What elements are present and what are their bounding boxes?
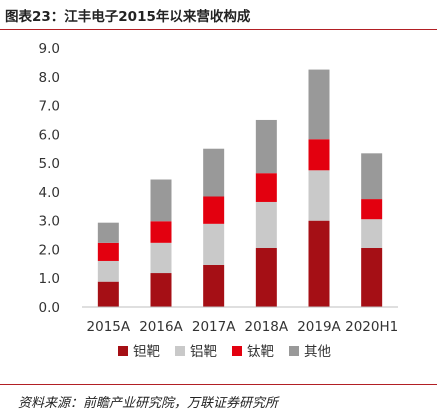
bar-segment	[150, 242, 172, 274]
figure-title-bar: 图表23：江丰电子2015年以来营收构成	[0, 0, 437, 30]
legend-item: 其他	[289, 344, 331, 360]
bar-segment	[308, 220, 330, 307]
legend-swatch	[118, 346, 128, 356]
bar-stack-2019A	[308, 69, 330, 307]
y-tick-label: 3.0	[39, 214, 60, 230]
x-tick-label: 2015A	[87, 319, 131, 335]
legend: 钽靶 铝靶 钛靶 其他	[118, 344, 331, 360]
bar-segment	[203, 196, 225, 224]
bar-segment	[255, 248, 277, 307]
revenue-stacked-bar-chart: 0.0 1.0 2.0 3.0 4.0 5.0 6.0 7.0 8.0 9.0 2015A 2016…	[39, 41, 399, 360]
bar-segment	[150, 221, 172, 243]
legend-swatch	[175, 346, 185, 356]
bar-segment	[308, 69, 330, 140]
bar-segment	[97, 242, 119, 261]
bar-segment	[97, 281, 119, 307]
source-bar: 资料来源：前瞻产业研究院，万联证券研究所	[0, 384, 437, 416]
legend-item: 钽靶	[118, 344, 160, 360]
source-note: 资料来源：前瞻产业研究院，万联证券研究所	[18, 396, 279, 411]
bar-segment	[150, 179, 172, 222]
bar-segment	[97, 222, 119, 243]
y-tick-label: 6.0	[39, 127, 60, 143]
x-tick-label: 2016A	[139, 319, 183, 335]
bar-stack-2020H1	[361, 153, 383, 307]
y-tick-label: 1.0	[39, 271, 60, 287]
bar-segment	[150, 273, 172, 307]
legend-swatch	[232, 346, 242, 356]
bar-segment	[361, 199, 383, 220]
x-tick-label: 2020H1	[345, 319, 398, 335]
bar-series	[97, 69, 383, 307]
bar-segment	[361, 153, 383, 200]
legend-label: 其他	[304, 344, 331, 360]
bar-stack-2018A	[255, 119, 277, 307]
legend-label: 钽靶	[133, 344, 160, 360]
y-tick-label: 4.0	[39, 185, 60, 201]
bar-stack-2015A	[97, 222, 119, 307]
y-tick-label: 7.0	[39, 99, 60, 115]
legend-item: 铝靶	[175, 344, 217, 360]
legend-item: 钛靶	[232, 344, 274, 360]
bar-segment	[361, 248, 383, 307]
y-tick-label: 0.0	[39, 300, 60, 316]
y-tick-label: 8.0	[39, 70, 60, 86]
bar-segment	[255, 173, 277, 202]
y-tick-label: 5.0	[39, 156, 60, 172]
bar-stack-2016A	[150, 179, 172, 307]
bar-segment	[203, 223, 225, 265]
x-tick-label: 2019A	[297, 319, 341, 335]
y-tick-label: 9.0	[39, 41, 60, 57]
x-axis: 2015A 2016A 2017A 2018A 2019A 2020H1	[87, 319, 399, 335]
bar-segment	[97, 260, 119, 282]
y-axis: 0.0 1.0 2.0 3.0 4.0 5.0 6.0 7.0 8.0 9.0	[39, 41, 60, 316]
legend-label: 钛靶	[247, 344, 274, 360]
bar-segment	[308, 170, 330, 221]
bar-segment	[361, 219, 383, 249]
x-tick-label: 2018A	[245, 319, 289, 335]
bar-segment	[255, 201, 277, 249]
legend-label: 铝靶	[190, 344, 217, 360]
bar-segment	[203, 264, 225, 307]
bar-segment	[255, 119, 277, 174]
bar-segment	[203, 148, 225, 197]
bar-stack-2017A	[203, 148, 225, 307]
legend-swatch	[289, 346, 299, 356]
x-tick-label: 2017A	[192, 319, 236, 335]
bar-segment	[308, 139, 330, 171]
y-tick-label: 2.0	[39, 242, 60, 258]
figure-title: 图表23：江丰电子2015年以来营收构成	[5, 9, 251, 25]
